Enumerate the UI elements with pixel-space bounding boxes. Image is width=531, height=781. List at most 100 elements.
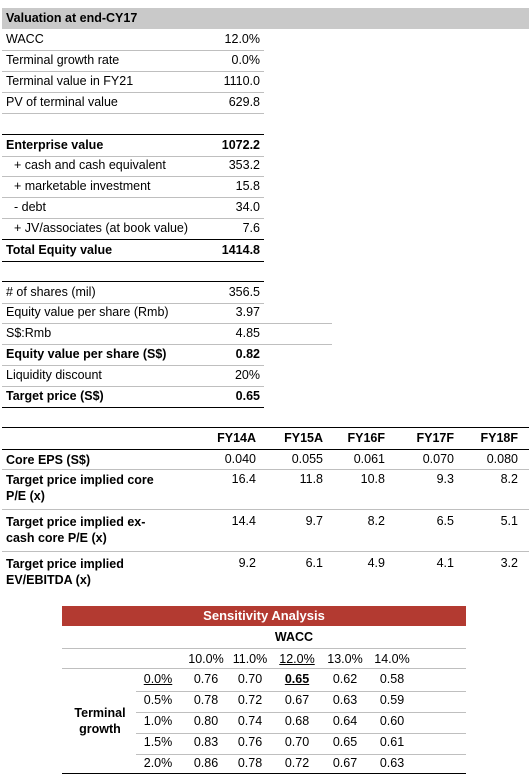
sensitivity-cell: 0.67 bbox=[284, 693, 310, 707]
sensitivity-cell: 0.78 bbox=[237, 756, 263, 770]
terminal-label: Terminal bbox=[74, 706, 126, 720]
bridge-row: + JV/associates (at book value) 7.6 bbox=[2, 218, 264, 240]
wacc-header: 10.0% bbox=[188, 652, 224, 666]
sensitivity-cell: 0.72 bbox=[237, 693, 263, 707]
year-header: FY16F bbox=[347, 431, 385, 445]
sensitivity-cell: 0.80 bbox=[193, 714, 219, 728]
marketable-investment-label: + marketable investment bbox=[14, 179, 151, 193]
bridge-row: + marketable investment 15.8 bbox=[2, 176, 264, 198]
shares-label: # of shares (mil) bbox=[6, 285, 96, 299]
wacc-header-base: 12.0% bbox=[279, 652, 315, 666]
growth-label: growth bbox=[79, 722, 121, 736]
pershare-row: Target price (S$) 0.65 bbox=[2, 386, 264, 408]
table-cell: 11.8 bbox=[299, 472, 323, 486]
sensitivity-cell: 0.67 bbox=[332, 756, 358, 770]
total-equity-label: Total Equity value bbox=[6, 243, 113, 257]
debt-value: 34.0 bbox=[235, 200, 260, 214]
growth-row-label: 0.5% bbox=[143, 693, 173, 707]
ev-ebitda-label: Target price implied EV/EBITDA (x) bbox=[6, 557, 124, 587]
sensitivity-cell: 0.60 bbox=[379, 714, 405, 728]
year-header: FY17F bbox=[416, 431, 454, 445]
terminal-value-label: Terminal value in FY21 bbox=[6, 74, 134, 88]
table-cell: 16.4 bbox=[231, 472, 256, 486]
enterprise-value-value: 1072.2 bbox=[221, 138, 260, 152]
growth-row-label: 0.0% bbox=[143, 672, 173, 686]
year-header: FY18F bbox=[480, 431, 518, 445]
sensitivity-cell: 0.64 bbox=[332, 714, 358, 728]
cash-value: 353.2 bbox=[228, 158, 260, 172]
table-cell: 9.2 bbox=[238, 556, 256, 570]
bridge-row: - debt 34.0 bbox=[2, 197, 264, 219]
sensitivity-title: Sensitivity Analysis bbox=[62, 606, 466, 626]
table-cell: 4.1 bbox=[436, 556, 454, 570]
sensitivity-cell: 0.58 bbox=[379, 672, 405, 686]
pershare-row: Equity value per share (Rmb) 3.97 bbox=[2, 302, 332, 324]
terminal-value-value: 1110.0 bbox=[223, 74, 260, 88]
sensitivity-cell: 0.70 bbox=[284, 735, 310, 749]
table-cell: 9.7 bbox=[305, 514, 323, 528]
marketable-investment-value: 15.8 bbox=[235, 179, 260, 193]
sensitivity-cell: 0.76 bbox=[237, 735, 263, 749]
fx-value: 4.85 bbox=[235, 326, 260, 340]
enterprise-value-label: Enterprise value bbox=[6, 138, 104, 152]
sensitivity-cell: 0.59 bbox=[379, 693, 405, 707]
valuation-row: Terminal value in FY21 1110.0 bbox=[2, 71, 264, 93]
sensitivity-cell: 0.61 bbox=[379, 735, 405, 749]
pv-terminal-value: 629.8 bbox=[228, 95, 260, 109]
target-price-value: 0.65 bbox=[235, 389, 260, 403]
table-cell: 3.2 bbox=[500, 556, 518, 570]
table-cell: 0.055 bbox=[291, 452, 323, 466]
wacc-label: WACC bbox=[6, 32, 44, 46]
table-cell: 0.061 bbox=[353, 452, 385, 466]
jv-associates-label: + JV/associates (at book value) bbox=[14, 221, 189, 235]
row-divider bbox=[136, 691, 466, 692]
sensitivity-cell: 0.63 bbox=[332, 693, 358, 707]
sensitivity-cell: 0.68 bbox=[284, 714, 310, 728]
terminal-growth-value: 0.0% bbox=[231, 53, 261, 67]
table-cell: 6.5 bbox=[436, 514, 454, 528]
sensitivity-cell-base: 0.65 bbox=[284, 672, 310, 686]
row-divider bbox=[136, 754, 466, 755]
table-cell: 0.080 bbox=[486, 452, 518, 466]
pershare-row: S$:Rmb 4.85 bbox=[2, 323, 332, 345]
total-equity-value: 1414.8 bbox=[221, 243, 260, 257]
sensitivity-cell: 0.72 bbox=[284, 756, 310, 770]
wacc-value: 12.0% bbox=[224, 32, 260, 46]
jv-associates-value: 7.6 bbox=[242, 221, 260, 235]
equity-per-share-rmb-label: Equity value per share (Rmb) bbox=[6, 305, 169, 319]
bridge-row: Total Equity value 1414.8 bbox=[2, 239, 264, 262]
wacc-header: 14.0% bbox=[374, 652, 410, 666]
row-divider bbox=[136, 733, 466, 734]
table-cell: 0.040 bbox=[224, 452, 256, 466]
growth-row-label: 2.0% bbox=[143, 756, 173, 770]
sensitivity-cell: 0.83 bbox=[193, 735, 219, 749]
growth-row-label: 1.5% bbox=[143, 735, 173, 749]
equity-per-share-sgd-value: 0.82 bbox=[235, 347, 260, 361]
pv-terminal-label: PV of terminal value bbox=[6, 95, 118, 109]
sensitivity-cell: 0.74 bbox=[237, 714, 263, 728]
pershare-row: # of shares (mil) 356.5 bbox=[2, 281, 264, 304]
liquidity-discount-value: 20% bbox=[234, 368, 260, 382]
wacc-col-header: WACC bbox=[274, 630, 314, 644]
year-header: FY14A bbox=[217, 431, 256, 445]
liquidity-discount-label: Liquidity discount bbox=[6, 368, 102, 382]
row-divider bbox=[136, 712, 466, 713]
year-header: FY15A bbox=[284, 431, 323, 445]
growth-row-label: 1.0% bbox=[143, 714, 173, 728]
valuation-header: Valuation at end-CY17 bbox=[2, 8, 529, 29]
table-cell: 0.070 bbox=[422, 452, 454, 466]
debt-label: - debt bbox=[14, 200, 46, 214]
terminal-growth-label: Terminal growth rate bbox=[6, 53, 120, 67]
target-price-label: Target price (S$) bbox=[6, 389, 104, 403]
sensitivity-cell: 0.78 bbox=[193, 693, 219, 707]
shares-value: 356.5 bbox=[228, 285, 260, 299]
sensitivity-cell: 0.65 bbox=[332, 735, 358, 749]
pershare-row: Equity value per share (S$) 0.82 bbox=[2, 344, 264, 366]
equity-per-share-sgd-label: Equity value per share (S$) bbox=[6, 347, 167, 361]
pershare-row: Liquidity discount 20% bbox=[2, 365, 264, 387]
cash-label: + cash and cash equivalent bbox=[14, 158, 166, 172]
valuation-row: Terminal growth rate 0.0% bbox=[2, 50, 264, 72]
wacc-header: 13.0% bbox=[327, 652, 363, 666]
table-cell: 8.2 bbox=[367, 514, 385, 528]
sensitivity-cell: 0.76 bbox=[193, 672, 219, 686]
